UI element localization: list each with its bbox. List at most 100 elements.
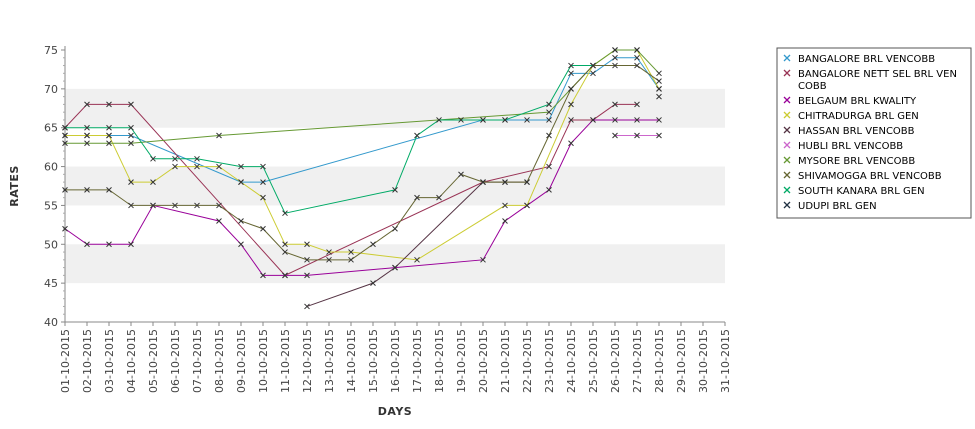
data-point: [150, 202, 156, 209]
data-point: [106, 187, 112, 193]
data-point: [612, 132, 618, 139]
data-point: [194, 202, 200, 209]
grid-band: [65, 88, 725, 128]
x-tick-label: 04-10-2015: [125, 329, 138, 393]
x-axis-title: DAYS: [378, 405, 412, 418]
legend-label: BANGALORE BRL VENCOBB: [798, 54, 935, 65]
data-point: [524, 117, 530, 123]
data-point: [546, 187, 552, 193]
data-point: [502, 179, 508, 185]
data-point: [502, 202, 508, 209]
data-point: [84, 241, 90, 248]
data-point: [282, 210, 288, 217]
y-tick-label: 65: [44, 122, 58, 135]
data-point: [656, 132, 662, 139]
data-point: [62, 187, 68, 193]
data-point: [480, 179, 486, 185]
data-point: [260, 194, 266, 201]
x-tick-label: 07-10-2015: [191, 329, 204, 393]
legend-label: UDUPI BRL GEN: [798, 201, 877, 212]
data-point: [172, 163, 178, 170]
legend-item: HASSAN BRL VENCOBB: [783, 126, 915, 137]
data-point: [260, 179, 266, 185]
legend-marker: [783, 69, 791, 77]
data-point: [128, 202, 134, 209]
data-point: [590, 70, 596, 77]
data-point: [128, 101, 134, 108]
legend-label: MYSORE BRL VENCOBB: [798, 156, 915, 167]
x-tick-label: 16-10-2015: [389, 329, 402, 393]
data-point: [502, 117, 508, 123]
data-point: [370, 280, 376, 286]
data-point: [392, 225, 398, 232]
x-tick-label: 06-10-2015: [169, 329, 182, 393]
x-tick-label: 12-10-2015: [301, 329, 314, 393]
grid-band: [65, 244, 725, 284]
x-tick-label: 05-10-2015: [147, 329, 160, 393]
x-tick-label: 23-10-2015: [543, 329, 556, 393]
x-tick-label: 10-10-2015: [257, 329, 270, 393]
data-point: [348, 249, 354, 255]
data-point: [128, 140, 134, 147]
data-point: [260, 225, 266, 232]
series-7: [62, 62, 662, 263]
data-point: [524, 179, 530, 185]
data-point: [62, 132, 68, 139]
data-point: [568, 101, 574, 108]
data-point: [414, 256, 420, 263]
y-tick-label: 75: [44, 44, 58, 57]
series-line: [64, 119, 659, 276]
data-point: [84, 132, 90, 139]
series-9: [656, 93, 662, 100]
legend-item: CHITRADURGA BRL GEN: [783, 111, 919, 122]
x-tick-label: 30-10-2015: [697, 329, 710, 393]
x-tick-label: 18-10-2015: [433, 329, 446, 393]
data-point: [260, 272, 266, 279]
x-tick-label: 28-10-2015: [653, 329, 666, 393]
data-point: [568, 117, 574, 123]
legend-item: MYSORE BRL VENCOBB: [783, 156, 915, 167]
x-tick-label: 13-10-2015: [323, 329, 336, 393]
legend-marker: [783, 171, 791, 179]
data-point: [612, 62, 618, 69]
legend-label: COBB: [798, 81, 827, 92]
data-point: [84, 187, 90, 193]
data-point: [216, 132, 222, 139]
data-point: [634, 62, 640, 69]
data-point: [392, 264, 398, 271]
data-point: [546, 117, 552, 123]
y-tick-label: 60: [44, 161, 58, 174]
x-tick-label: 14-10-2015: [345, 329, 358, 393]
data-point: [656, 70, 662, 77]
data-point: [260, 163, 266, 170]
legend-marker: [783, 54, 791, 62]
data-point: [128, 179, 134, 185]
legend-item: BANGALORE NETT SEL BRL VENCOBB: [783, 69, 957, 92]
x-tick-label: 15-10-2015: [367, 329, 380, 393]
data-point: [612, 54, 618, 61]
legend-label: BELGAUM BRL KWALITY: [798, 96, 917, 107]
grid-band: [65, 166, 725, 206]
y-tick-label: 70: [44, 83, 58, 96]
data-point: [436, 117, 442, 123]
data-point: [524, 202, 530, 209]
x-tick-label: 26-10-2015: [609, 329, 622, 393]
data-point: [348, 256, 354, 263]
series-line: [65, 49, 660, 261]
data-point: [546, 109, 552, 116]
data-point: [106, 140, 112, 147]
data-point: [612, 47, 618, 53]
legend-marker: [783, 141, 791, 149]
data-point: [62, 124, 68, 131]
y-tick-label: 40: [44, 316, 58, 329]
x-tick-label: 11-10-2015: [279, 329, 292, 393]
data-point: [216, 218, 222, 224]
data-point: [436, 194, 442, 201]
data-point: [172, 155, 178, 162]
data-point: [634, 101, 640, 108]
legend-marker: [783, 156, 791, 164]
x-tick-label: 02-10-2015: [81, 329, 94, 393]
data-point: [370, 241, 376, 248]
data-point: [238, 163, 244, 170]
